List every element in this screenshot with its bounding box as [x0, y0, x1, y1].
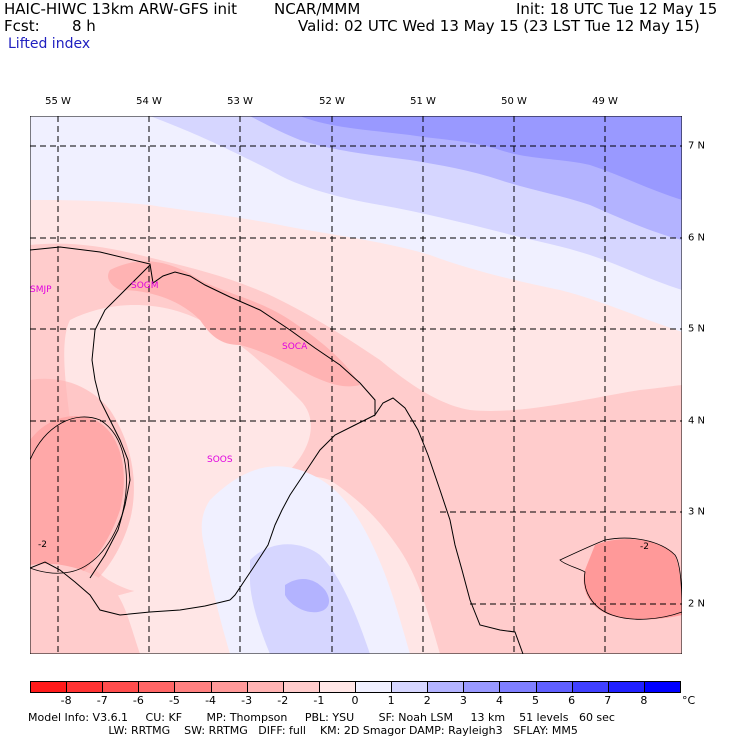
colorbar-swatch: [643, 681, 681, 693]
colorbar-swatch: [391, 681, 429, 693]
colorbar-swatch: [66, 681, 104, 693]
lat-label-2n: 2 N: [688, 598, 706, 610]
contour-label-southeast: -2: [640, 542, 649, 552]
model-info-line1: Model Info: V3.6.1 CU: KF MP: Thompson P…: [28, 711, 615, 724]
colorbar-unit: °C: [682, 694, 696, 707]
init-time: Init: 18 UTC Tue 12 May 15: [516, 0, 718, 18]
colorbar-tick-label: -5: [168, 694, 180, 707]
colorbar-swatch: [607, 681, 645, 693]
model-info-line2: LW: RRTMG SW: RRTMG DIFF: full KM: 2D Sm…: [28, 724, 578, 737]
field-name: Lifted index: [8, 36, 91, 52]
colorbar-tick-label: -8: [60, 694, 72, 707]
colorbar-swatch: [499, 681, 537, 693]
forecast-hour: 8 h: [72, 17, 96, 35]
field-band-3-4: [300, 116, 682, 200]
colorbar-tick-label: 0: [351, 694, 359, 707]
colorbar-tick-label: -7: [96, 694, 108, 707]
station-label-soca: SOCA: [282, 342, 308, 352]
colorbar-swatch: [463, 681, 501, 693]
colorbar-swatch: [355, 681, 393, 693]
colorbar-swatch: [571, 681, 609, 693]
colorbar-tick-label: 7: [604, 694, 612, 707]
lifted-index-map: SMJP SOGM SOCA SOOS -2 -2: [30, 116, 682, 654]
colorbar-swatch: [318, 681, 356, 693]
station-label-smjp: SMJP: [30, 285, 52, 295]
lat-label-7n: 7 N: [688, 140, 706, 152]
lat-label-4n: 4 N: [688, 415, 706, 427]
lon-label-50w: 50 W: [501, 96, 527, 107]
colorbar-tick-label: 2: [423, 694, 431, 707]
colorbar-swatch: [282, 681, 320, 693]
colorbar-swatch: [174, 681, 212, 693]
border-suriname-guyana: [30, 561, 231, 616]
lat-lon-grid: [30, 116, 682, 654]
colorbar-tick-label: 5: [532, 694, 540, 707]
border-suriname-french-guiana: [89, 264, 151, 579]
colorbar-swatch: [427, 681, 465, 693]
coastline: [30, 246, 524, 654]
colorbar-swatch: [30, 681, 68, 693]
lon-label-49w: 49 W: [592, 96, 618, 107]
lon-label-55w: 55 W: [45, 96, 71, 107]
lon-label-51w: 51 W: [410, 96, 436, 107]
colorbar-tick-label: -6: [132, 694, 144, 707]
colorbar-swatch: [535, 681, 573, 693]
station-label-soos: SOOS: [207, 455, 233, 465]
colorbar-tick-label: -1: [313, 694, 325, 707]
colorbar-swatch: [102, 681, 140, 693]
model-title: HAIC-HIWC 13km ARW-GFS init: [4, 0, 238, 18]
colorbar-swatch: [210, 681, 248, 693]
contour-label-west: -2: [38, 540, 47, 550]
colorbar-tick-label: 6: [568, 694, 576, 707]
lon-label-53w: 53 W: [227, 96, 253, 107]
lon-label-52w: 52 W: [319, 96, 345, 107]
field-band-2-3-south: [285, 578, 330, 613]
lat-label-5n: 5 N: [688, 323, 706, 335]
colorbar-tick-label: -2: [277, 694, 289, 707]
colorbar-tick-label: -3: [241, 694, 253, 707]
colorbar-tick-label: -4: [205, 694, 217, 707]
colorbar-tick-label: 4: [495, 694, 503, 707]
field-band-neg3-neg2-north: [108, 261, 360, 387]
station-label-sogm: SOGM: [131, 281, 159, 291]
field-band-neg4-neg3-southeast: [583, 538, 682, 620]
organization-label: NCAR/MMM: [274, 0, 361, 18]
colorbar-swatch: [138, 681, 176, 693]
forecast-label: Fcst:: [4, 17, 40, 35]
lat-label-6n: 6 N: [688, 232, 706, 244]
border-french-guiana-brazil: [229, 414, 376, 601]
colorbar-tick-label: 3: [459, 694, 467, 707]
valid-time: Valid: 02 UTC Wed 13 May 15 (23 LST Tue …: [298, 17, 700, 35]
lat-label-3n: 3 N: [688, 506, 706, 518]
lon-label-54w: 54 W: [136, 96, 162, 107]
colorbar-tick-label: 8: [640, 694, 648, 707]
colorbar-swatch: [246, 681, 284, 693]
colorbar-tick-label: 1: [387, 694, 395, 707]
